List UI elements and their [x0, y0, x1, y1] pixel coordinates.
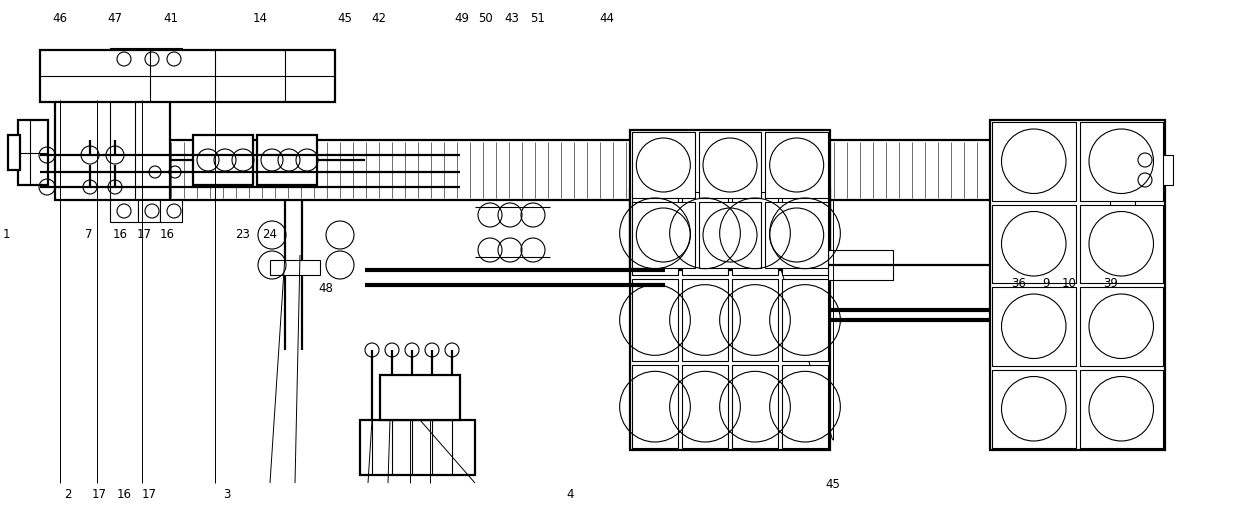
Bar [270, 260, 320, 275]
Bar [1110, 195, 1135, 210]
Text: 7: 7 [85, 228, 93, 241]
Bar [766, 202, 828, 268]
Text: 16: 16 [113, 228, 128, 241]
Bar [1079, 287, 1163, 366]
Bar [1079, 204, 1163, 283]
Bar [256, 135, 317, 185]
Bar [632, 202, 695, 268]
Bar [40, 50, 335, 102]
Bar [629, 130, 830, 270]
Text: 36: 36 [1011, 277, 1026, 290]
Text: 4: 4 [566, 488, 574, 501]
Text: 44: 44 [600, 11, 615, 25]
Bar [1079, 122, 1163, 200]
Bar [138, 48, 160, 70]
Text: 17: 17 [141, 488, 156, 501]
Bar [629, 190, 830, 450]
Bar [193, 135, 253, 185]
Text: 23: 23 [235, 228, 250, 241]
Text: 24: 24 [263, 228, 278, 241]
Text: 39: 39 [1103, 277, 1118, 290]
Text: 51: 51 [530, 11, 545, 25]
Bar [992, 122, 1075, 200]
Bar [990, 120, 1165, 450]
Bar [992, 204, 1075, 283]
Bar [55, 70, 170, 200]
Bar [1090, 140, 1135, 195]
Text: 16: 16 [160, 228, 175, 241]
Text: 45: 45 [825, 477, 840, 491]
Bar [110, 200, 138, 222]
Bar [681, 192, 729, 274]
Bar [1135, 150, 1157, 190]
Bar [699, 132, 761, 198]
Bar [681, 279, 729, 362]
Bar [782, 365, 828, 448]
Text: 49: 49 [455, 11, 470, 25]
Bar [1155, 155, 1173, 185]
Text: 48: 48 [318, 282, 333, 295]
Text: 17: 17 [136, 228, 151, 241]
Bar [160, 48, 182, 70]
Bar [766, 132, 828, 198]
Bar [681, 365, 729, 448]
Text: 46: 46 [52, 11, 67, 25]
Bar [632, 279, 678, 362]
Bar [19, 120, 48, 185]
Text: 47: 47 [108, 11, 123, 25]
Bar [380, 375, 460, 420]
Bar [699, 202, 761, 268]
Bar [1079, 369, 1163, 448]
Text: 16: 16 [116, 488, 131, 501]
Bar [632, 192, 678, 274]
Bar [828, 250, 893, 280]
Text: 43: 43 [504, 11, 519, 25]
Text: 10: 10 [1062, 277, 1077, 290]
Text: 3: 3 [223, 488, 230, 501]
Bar [361, 420, 475, 475]
Bar [7, 135, 20, 170]
Bar [782, 279, 828, 362]
Bar [992, 287, 1075, 366]
Bar [782, 192, 828, 274]
Bar [160, 200, 182, 222]
Text: 50: 50 [478, 11, 493, 25]
Bar [110, 48, 138, 70]
Bar [732, 192, 778, 274]
Text: 17: 17 [92, 488, 107, 501]
Text: 42: 42 [372, 11, 387, 25]
Bar [130, 140, 1115, 200]
Bar [732, 365, 778, 448]
Bar [732, 279, 778, 362]
Text: 2: 2 [64, 488, 72, 501]
Bar [992, 369, 1075, 448]
Text: 9: 9 [1042, 277, 1049, 290]
Bar [632, 365, 678, 448]
Text: 45: 45 [337, 11, 352, 25]
Text: 41: 41 [164, 11, 178, 25]
Text: 14: 14 [253, 11, 268, 25]
Bar [138, 200, 160, 222]
Bar [632, 132, 695, 198]
Text: 1: 1 [2, 228, 10, 241]
